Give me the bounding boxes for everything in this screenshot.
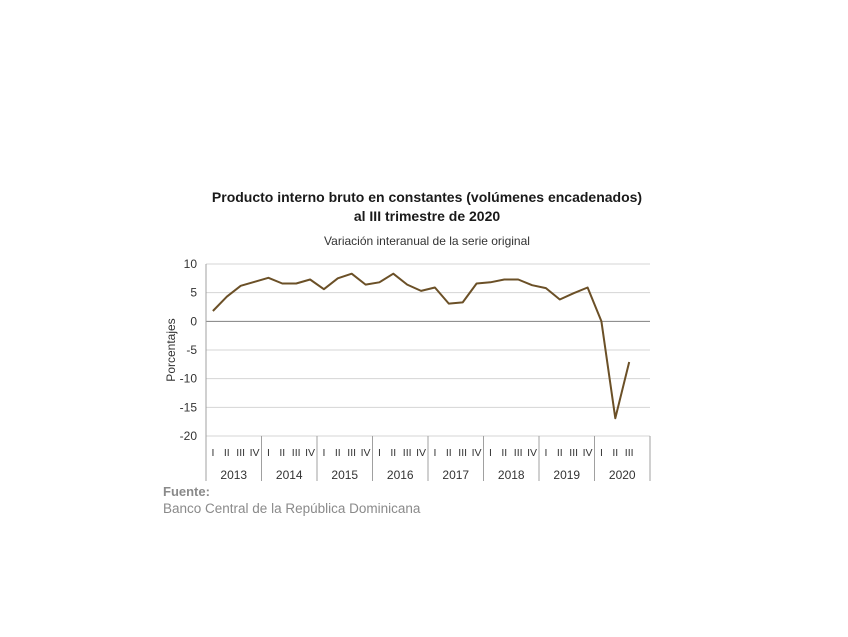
x-tick-label-quarter: IV — [416, 447, 426, 459]
source-label: Fuente: — [163, 484, 210, 499]
y-tick-label: 0 — [190, 314, 197, 328]
x-tick-label-quarter: I — [489, 447, 492, 459]
x-tick-label-quarter: II — [335, 447, 341, 459]
chart-title-line2: al III trimestre de 2020 — [353, 208, 501, 224]
x-tick-label-quarter: IV — [472, 447, 482, 459]
x-tick-label-quarter: III — [625, 447, 634, 459]
x-tick-label-quarter: II — [279, 447, 285, 459]
x-tick-label-quarter: I — [433, 447, 436, 459]
y-tick-label: -20 — [180, 429, 198, 443]
y-axis-label: Porcentajes — [164, 318, 178, 381]
x-tick-label-quarter: II — [612, 447, 618, 459]
y-tick-label: 10 — [184, 257, 198, 271]
x-tick-label-quarter: IV — [305, 447, 315, 459]
chart-title-line1: Producto interno bruto en constantes (vo… — [211, 189, 643, 205]
x-tick-label-quarter: III — [292, 447, 301, 459]
x-tick-label-quarter: II — [557, 447, 563, 459]
x-tick-label-year: 2017 — [442, 468, 469, 482]
series-line — [212, 272, 631, 420]
x-tick-label-quarter: I — [267, 447, 270, 459]
y-tick-label: -10 — [180, 372, 198, 386]
x-tick-label-quarter: III — [458, 447, 467, 459]
x-tick-label-quarter: III — [236, 447, 245, 459]
x-tick-label-quarter: IV — [527, 447, 537, 459]
x-tick-label-year: 2014 — [276, 468, 303, 482]
x-tick-label-quarter: I — [322, 447, 325, 459]
x-tick-label-quarter: II — [224, 447, 230, 459]
y-tick-label: 5 — [190, 286, 197, 300]
x-tick-label-quarter: IV — [583, 447, 593, 459]
x-tick-label-quarter: III — [403, 447, 412, 459]
x-tick-label-quarter: IV — [361, 447, 371, 459]
x-tick-label-year: 2018 — [498, 468, 525, 482]
x-tick-label-quarter: I — [378, 447, 381, 459]
y-tick-label: -5 — [186, 343, 197, 357]
x-tick-label-year: 2015 — [331, 468, 358, 482]
source-text: Banco Central de la República Dominicana — [163, 501, 421, 516]
x-tick-label-quarter: I — [600, 447, 603, 459]
x-tick-label-quarter: II — [446, 447, 452, 459]
x-tick-label-year: 2016 — [387, 468, 414, 482]
x-tick-label-quarter: III — [514, 447, 523, 459]
x-tick-label-quarter: III — [347, 447, 356, 459]
x-tick-label-quarter: IV — [250, 447, 260, 459]
x-tick-label-year: 2013 — [220, 468, 247, 482]
y-tick-label: -15 — [180, 400, 198, 414]
x-tick-label-year: 2020 — [609, 468, 636, 482]
x-tick-label-quarter: II — [390, 447, 396, 459]
x-tick-label-quarter: I — [211, 447, 214, 459]
x-tick-label-quarter: III — [569, 447, 578, 459]
x-tick-label-quarter: II — [501, 447, 507, 459]
chart-subtitle: Variación interanual de la serie origina… — [324, 234, 530, 248]
x-tick-label-quarter: I — [544, 447, 547, 459]
x-tick-label-year: 2019 — [553, 468, 580, 482]
